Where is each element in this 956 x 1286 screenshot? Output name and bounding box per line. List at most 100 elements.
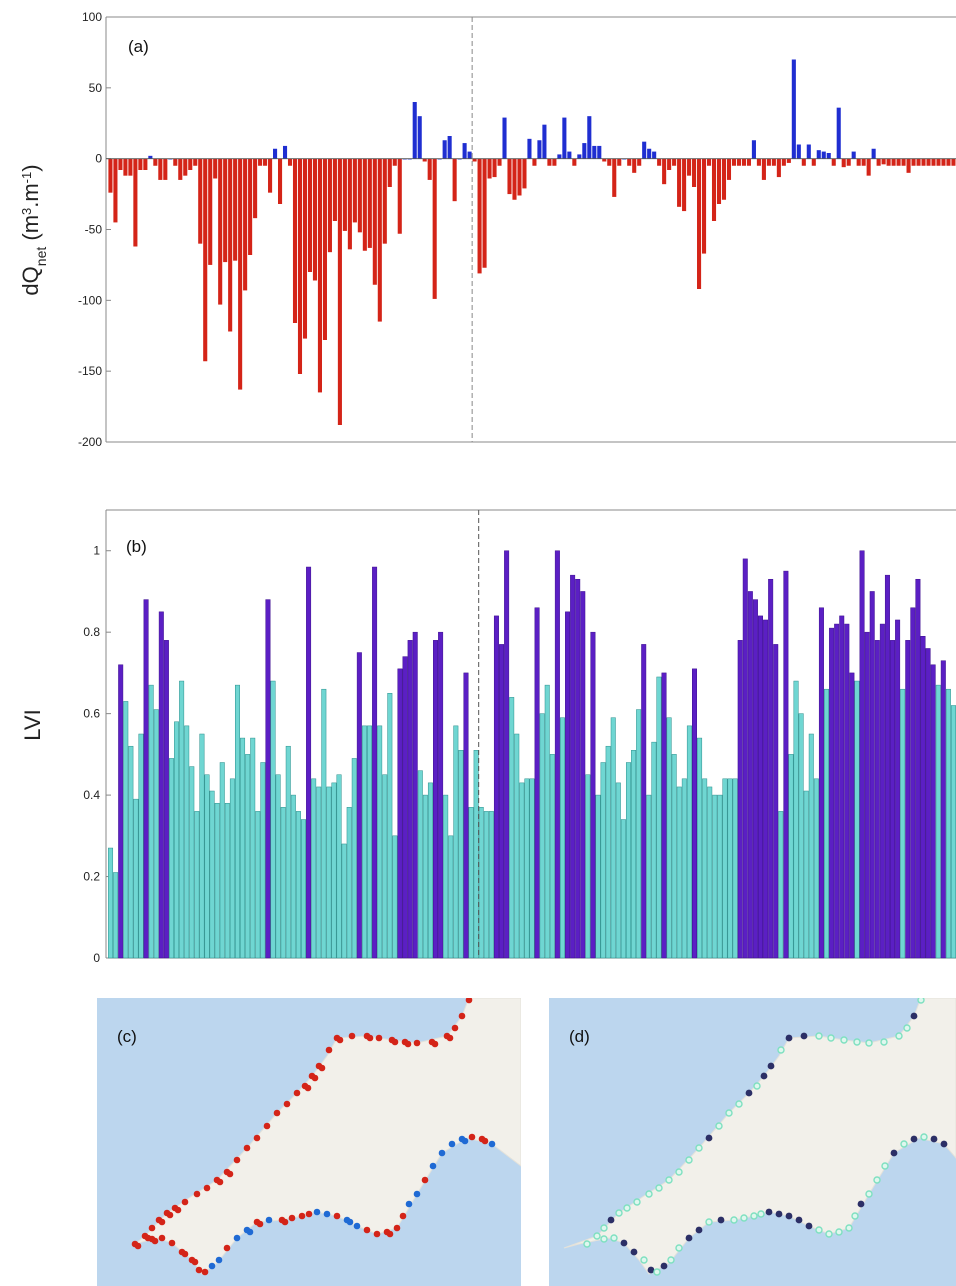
bar-a — [372, 158, 377, 285]
bar-a — [487, 158, 492, 179]
coast-dot-d — [730, 1216, 738, 1224]
bar-a — [462, 143, 467, 159]
bar-a — [632, 158, 637, 173]
bar-b — [448, 835, 454, 959]
peninsula-land-c — [134, 998, 521, 1275]
bar-a — [592, 145, 597, 159]
bar-a — [138, 158, 143, 170]
bar-b — [661, 672, 667, 959]
coast-dot-d — [917, 998, 925, 1004]
bar-b — [382, 774, 388, 959]
bar-a — [188, 158, 193, 170]
bar-b — [417, 770, 423, 959]
bar-b — [245, 754, 251, 959]
bar-a — [282, 145, 288, 159]
coast-dot-c — [166, 1211, 174, 1219]
bar-a — [692, 158, 697, 187]
bar-b — [681, 778, 687, 959]
bar-b — [869, 591, 875, 959]
bar-b — [250, 737, 256, 959]
bar-b — [372, 566, 378, 959]
bar-b — [148, 684, 154, 959]
bar-a — [223, 158, 228, 263]
y-tick-label-a: -150 — [78, 364, 102, 378]
bar-b — [168, 758, 174, 959]
bar-b — [321, 688, 327, 959]
bar-a — [168, 158, 173, 160]
bar-a — [183, 158, 188, 176]
coast-dot-d — [795, 1216, 803, 1224]
bar-a — [791, 59, 796, 159]
bar-a — [148, 155, 153, 159]
bar-b — [920, 636, 926, 959]
bar-b — [458, 750, 464, 959]
panel-b-chart: LVI (b) 1 0.8 0.6 0.4 0.2 0 — [0, 490, 956, 970]
bar-b — [590, 631, 596, 959]
bar-a — [108, 158, 113, 193]
bar-b — [544, 684, 550, 959]
bar-a — [921, 158, 926, 166]
bar-a — [926, 158, 931, 166]
bar-a — [726, 158, 732, 180]
coast-dot-d — [655, 1184, 663, 1192]
coast-dot-d — [600, 1224, 608, 1232]
coast-dot-d — [715, 1122, 723, 1130]
coast-dot-d — [583, 1240, 591, 1248]
y-tick-label-b: 0 — [93, 951, 100, 965]
bar-a — [402, 158, 407, 160]
bar-b — [692, 668, 697, 959]
bar-b — [915, 578, 921, 959]
bar-a — [597, 145, 602, 159]
coast-dot-d — [800, 1032, 808, 1040]
bar-a — [502, 117, 507, 159]
bar-a — [881, 158, 886, 165]
bar-b — [854, 680, 860, 959]
coast-dot-d — [851, 1212, 859, 1220]
bar-a — [128, 158, 133, 176]
bar-b — [559, 717, 565, 959]
bar-a — [567, 151, 572, 159]
bar-a — [562, 117, 567, 159]
bar-b — [747, 591, 753, 959]
bar-b — [234, 684, 240, 959]
bar-b — [813, 778, 819, 959]
coast-dot-d — [873, 1176, 881, 1184]
bar-a — [492, 158, 497, 178]
bar-b — [229, 778, 235, 959]
y-axis-label-b: LVI — [20, 709, 45, 740]
bar-a — [731, 158, 737, 166]
coast-dot-c — [168, 1239, 176, 1247]
bar-a — [537, 140, 542, 159]
bar-b — [473, 750, 479, 959]
bar-b — [265, 599, 271, 959]
coast-dot-d — [623, 1204, 631, 1212]
coast-dot-d — [640, 1256, 648, 1264]
bar-a — [871, 148, 876, 159]
bar-a — [836, 107, 841, 159]
bar-b — [707, 786, 713, 959]
coast-dot-c — [468, 1133, 476, 1141]
bar-a — [263, 158, 268, 166]
bar-b — [646, 794, 652, 959]
bar-b — [356, 652, 362, 959]
coast-dot-d — [880, 1038, 888, 1046]
bar-a — [951, 158, 956, 166]
coast-dot-d — [607, 1216, 615, 1224]
bar-a — [297, 158, 303, 374]
coast-dot-d — [675, 1168, 683, 1176]
coast-dot-d — [615, 1209, 623, 1217]
bar-a — [527, 138, 532, 159]
bar-a — [208, 158, 213, 265]
coast-dot-d — [600, 1235, 608, 1243]
coast-dot-c — [243, 1144, 251, 1152]
coast-dot-c — [181, 1198, 189, 1206]
bar-b — [306, 566, 312, 959]
coast-dot-c — [336, 1036, 344, 1044]
coast-dot-c — [353, 1222, 361, 1230]
coast-dot-c — [216, 1178, 224, 1186]
bar-b — [427, 782, 433, 959]
bar-b — [829, 627, 835, 959]
bar-b — [783, 570, 789, 959]
bar-b — [453, 725, 459, 959]
bar-a — [861, 158, 866, 166]
